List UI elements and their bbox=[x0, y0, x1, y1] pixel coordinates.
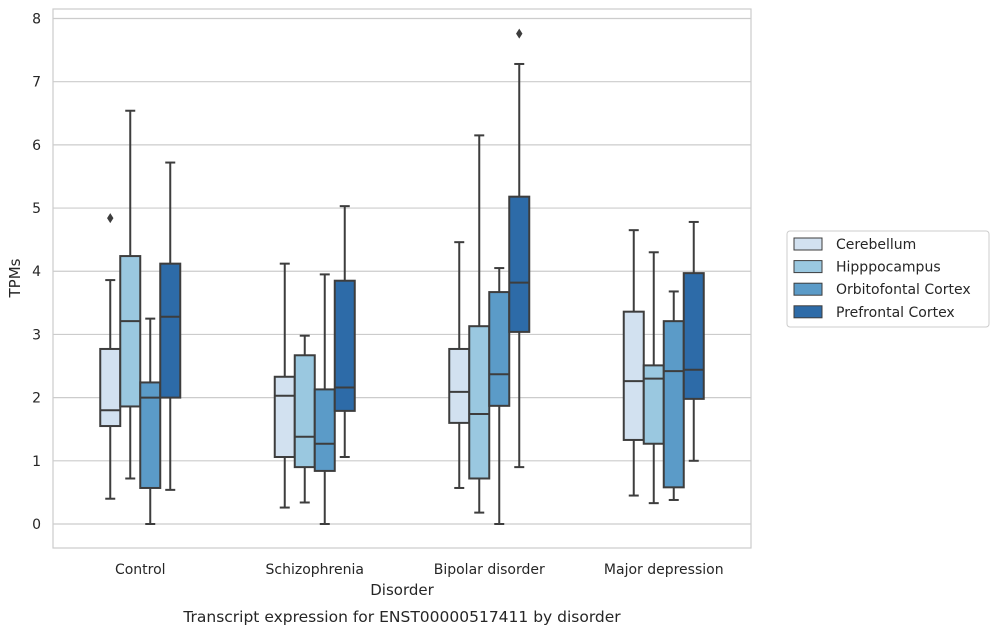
box-2-0 bbox=[139, 317, 162, 525]
box-iqr bbox=[139, 381, 162, 489]
box-iqr bbox=[448, 347, 471, 424]
box-0-3 bbox=[622, 229, 645, 497]
box-3-2 bbox=[508, 28, 531, 469]
y-tick-label-1: 1 bbox=[32, 454, 41, 470]
box-2-3 bbox=[662, 290, 685, 501]
x-tick-label-2: Bipolar disorder bbox=[434, 562, 545, 578]
box-3-1 bbox=[333, 205, 356, 459]
box-2-2 bbox=[488, 267, 511, 525]
box-iqr bbox=[159, 262, 182, 399]
legend-swatch-0 bbox=[793, 237, 823, 251]
box-iqr bbox=[273, 375, 296, 459]
x-tick-label-3: Major depression bbox=[604, 562, 724, 578]
box-3-0 bbox=[159, 161, 182, 491]
legend-label-1: Hipppocampus bbox=[836, 260, 941, 276]
box-iqr bbox=[313, 388, 336, 472]
outlier-point-0 bbox=[516, 28, 523, 39]
y-tick-label-0: 0 bbox=[32, 517, 41, 533]
box-iqr bbox=[99, 347, 122, 428]
box-2-1 bbox=[313, 273, 336, 525]
outlier-point-0 bbox=[107, 213, 114, 224]
y-axis-label: TPMs bbox=[6, 258, 24, 298]
box-0-1 bbox=[273, 262, 296, 509]
y-tick-label-8: 8 bbox=[32, 11, 41, 27]
y-tick-label-4: 4 bbox=[32, 264, 41, 280]
x-tick-label-0: Control bbox=[115, 562, 166, 578]
box-iqr bbox=[488, 291, 511, 407]
legend-swatch-2 bbox=[793, 282, 823, 296]
x-tick-label-1: Schizophrenia bbox=[266, 562, 364, 578]
box-iqr bbox=[662, 320, 685, 489]
box-iqr bbox=[333, 279, 356, 412]
box-iqr bbox=[622, 310, 645, 441]
x-tick-labels: Control Schizophrenia Bipolar disorder Majo… bbox=[115, 562, 724, 578]
plot-frame bbox=[52, 8, 752, 549]
y-tick-label-7: 7 bbox=[32, 75, 41, 91]
x-axis-label: Disorder bbox=[370, 581, 434, 599]
box-3-3 bbox=[682, 220, 705, 462]
y-tick-label-5: 5 bbox=[32, 201, 41, 217]
legend: Cerebellum Hipppocampus Orbitofontal Corte… bbox=[786, 230, 990, 328]
legend-swatch-1 bbox=[793, 260, 823, 274]
legend-label-2: Orbitofontal Cortex bbox=[836, 282, 971, 298]
box-0-2 bbox=[448, 241, 471, 489]
box-1-0 bbox=[119, 109, 142, 480]
y-tick-label-6: 6 bbox=[32, 138, 41, 154]
box-iqr bbox=[508, 195, 531, 333]
box-iqr bbox=[468, 325, 491, 480]
box-iqr bbox=[682, 272, 705, 400]
box-1-2 bbox=[468, 134, 491, 514]
legend-label-0: Cerebellum bbox=[836, 237, 916, 253]
box-1-3 bbox=[642, 251, 665, 505]
y-tick-labels: 0 1 2 3 4 5 6 7 8 bbox=[32, 11, 41, 533]
y-tick-label-2: 2 bbox=[32, 391, 41, 407]
box-iqr bbox=[293, 354, 316, 469]
box-iqr bbox=[119, 255, 142, 408]
box-iqr bbox=[642, 364, 665, 445]
y-tick-label-3: 3 bbox=[32, 327, 41, 343]
legend-label-3: Prefrontal Cortex bbox=[836, 305, 955, 321]
legend-swatch-3 bbox=[793, 305, 823, 319]
legend-frame bbox=[786, 230, 990, 328]
boxes-layer bbox=[99, 28, 705, 525]
chart-title: Transcript expression for ENST0000051741… bbox=[182, 608, 621, 626]
